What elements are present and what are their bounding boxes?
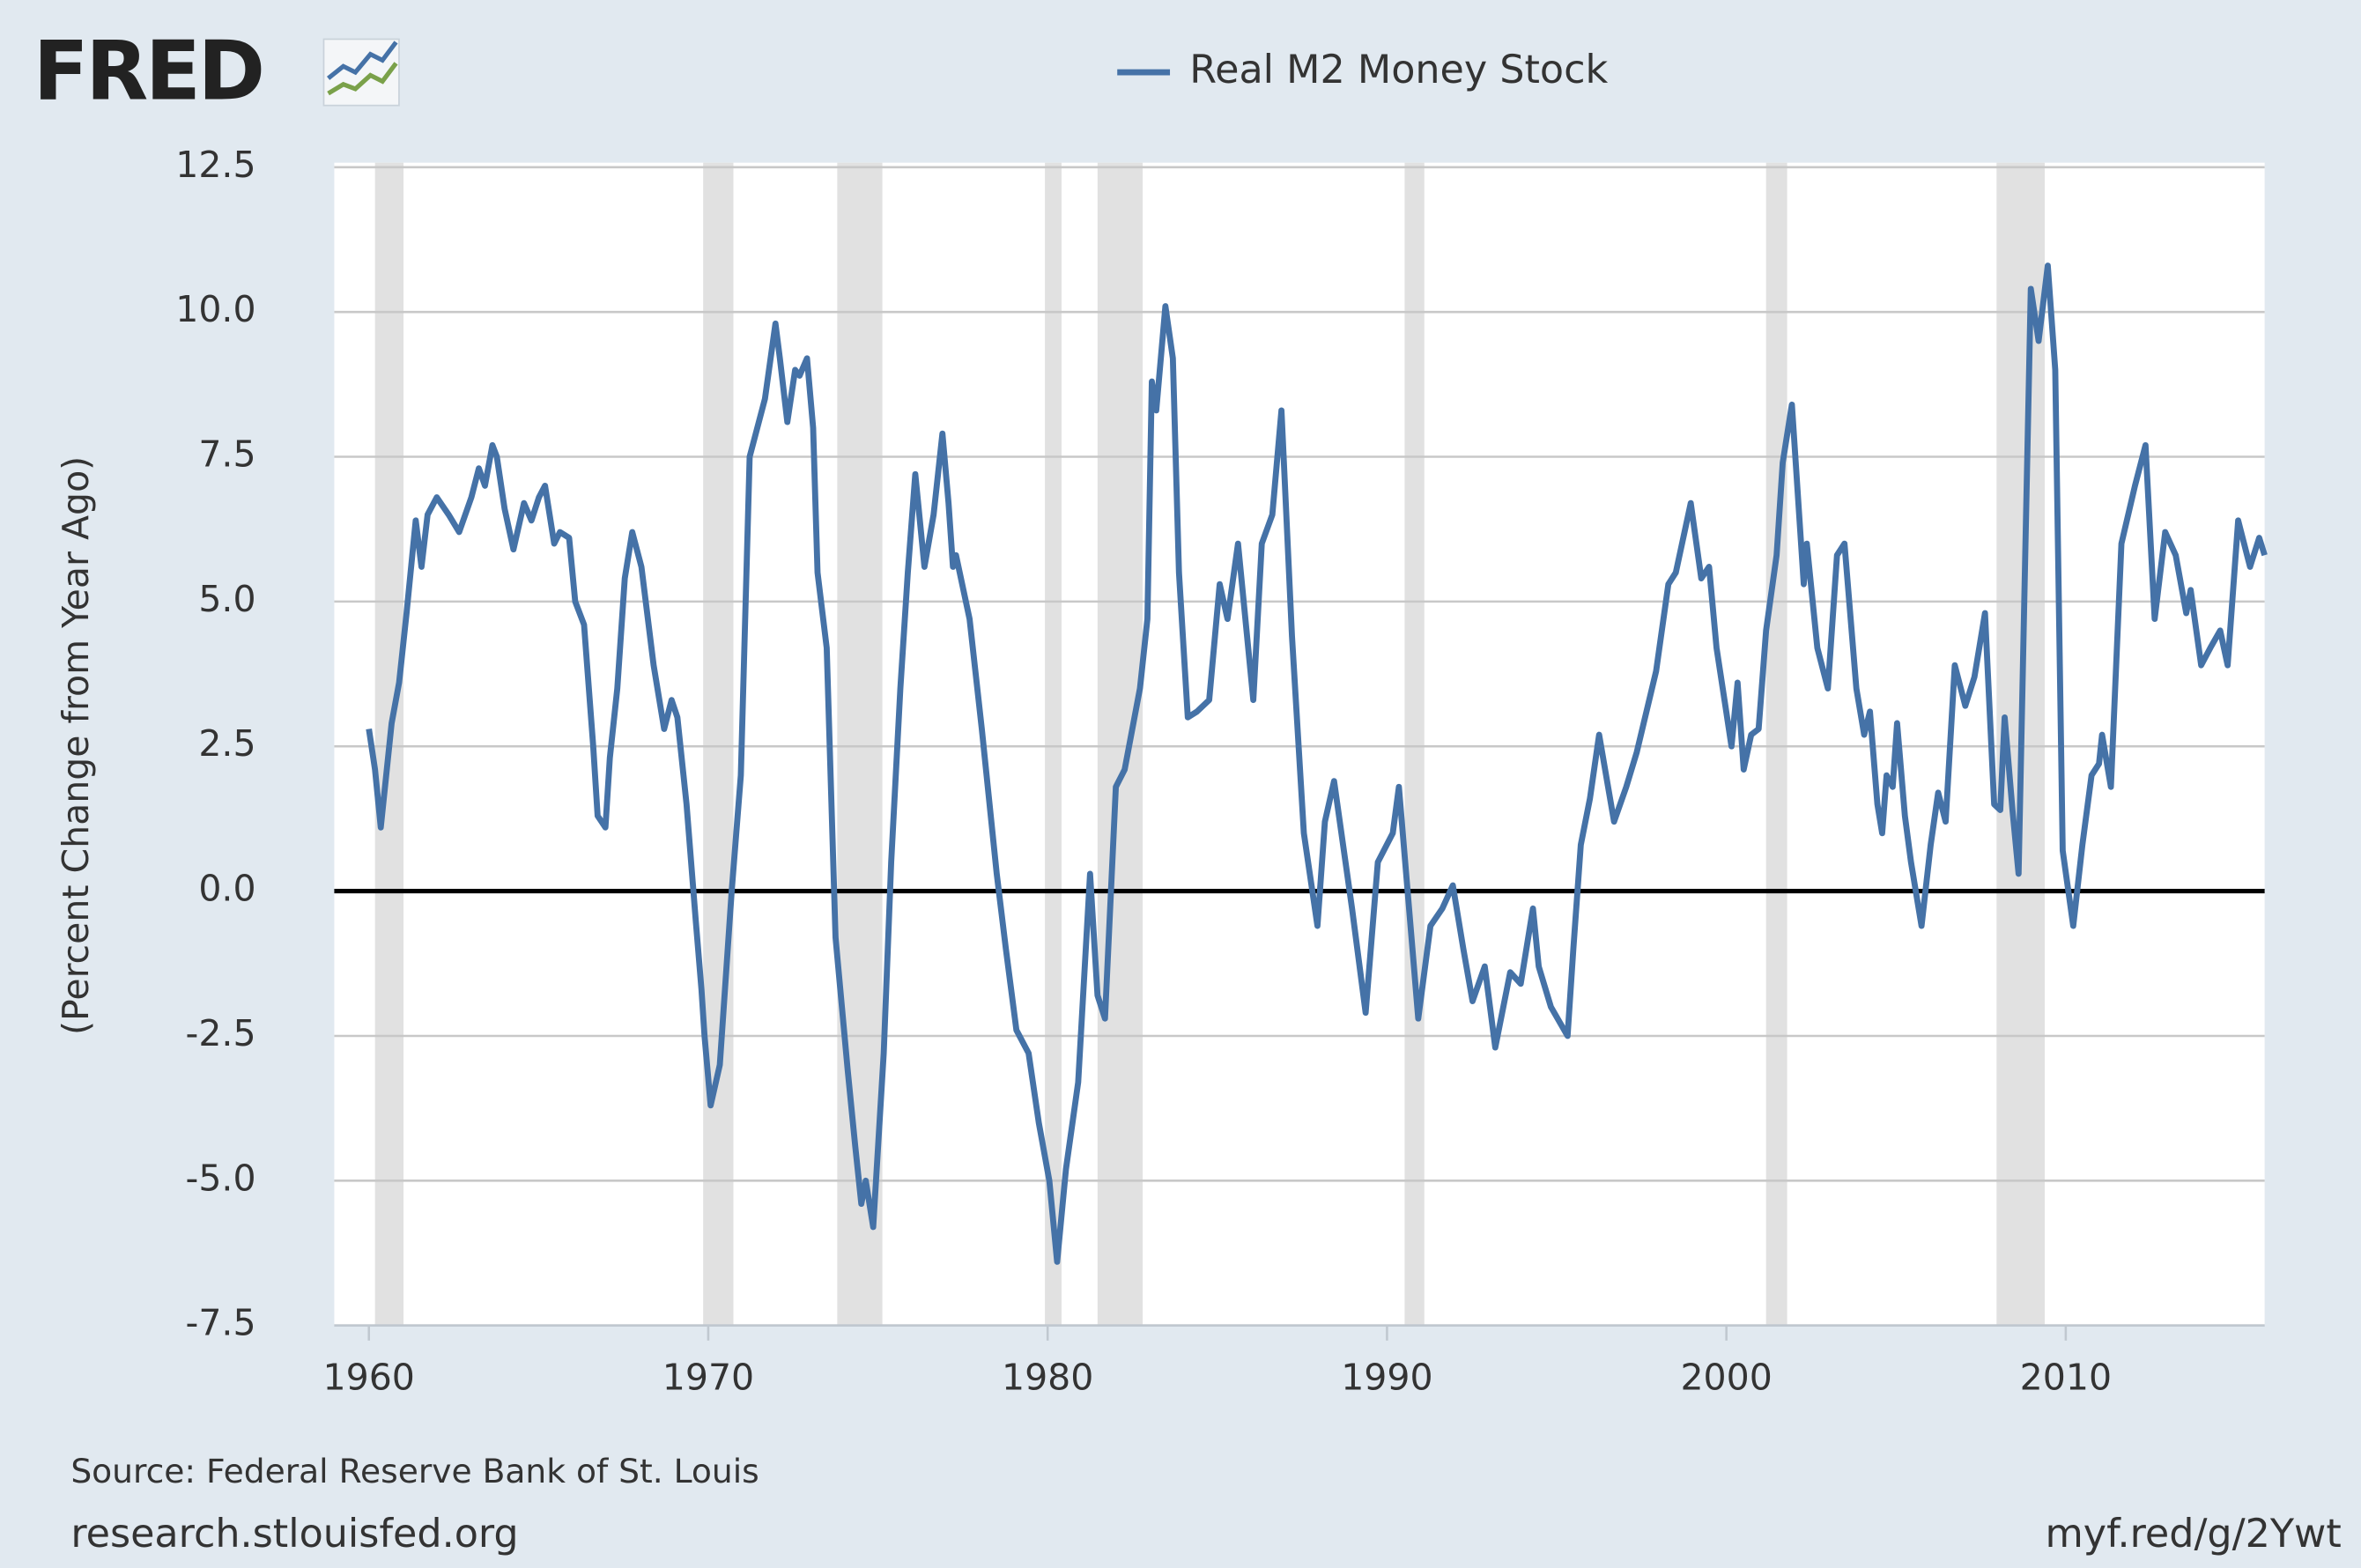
- logo-icon: [322, 38, 400, 107]
- y-tick-label: 2.5: [198, 722, 255, 765]
- y-tick-label: -2.5: [186, 1012, 256, 1054]
- y-tick-label: 7.5: [198, 433, 255, 476]
- x-tick-label: 1970: [662, 1356, 754, 1398]
- short-link: myf.red/g/2Ywt: [2046, 1512, 2342, 1557]
- recession-band: [1765, 162, 1787, 1326]
- source: Source: Federal Reserve Bank of St. Loui…: [70, 1452, 759, 1490]
- x-tick-label: 2010: [2020, 1356, 2112, 1398]
- recession-band: [837, 162, 883, 1326]
- recession-band: [703, 162, 734, 1326]
- logo: FRED: [33, 24, 263, 119]
- x-tick-label: 1990: [1341, 1356, 1432, 1398]
- y-tick-label: 5.0: [198, 578, 255, 620]
- x-tick-label: 1960: [323, 1356, 415, 1398]
- y-tick-label: 10.0: [175, 288, 255, 330]
- x-tick-label: 2000: [1680, 1356, 1772, 1398]
- recession-band: [1097, 162, 1143, 1326]
- recession-band: [1404, 162, 1425, 1326]
- y-tick-label: -7.5: [186, 1302, 256, 1344]
- y-tick-label: 0.0: [198, 868, 255, 910]
- y-tick-label: 12.5: [175, 144, 255, 186]
- y-axis-label: (Percent Change from Year Ago): [55, 456, 97, 1035]
- recession-band: [1045, 162, 1062, 1326]
- y-tick-label: -5.0: [186, 1157, 256, 1199]
- x-tick-label: 1980: [1002, 1356, 1093, 1398]
- legend-label: Real M2 Money Stock: [1189, 48, 1608, 92]
- site: research.stlouisfed.org: [70, 1512, 518, 1557]
- series-line: [366, 263, 2268, 1265]
